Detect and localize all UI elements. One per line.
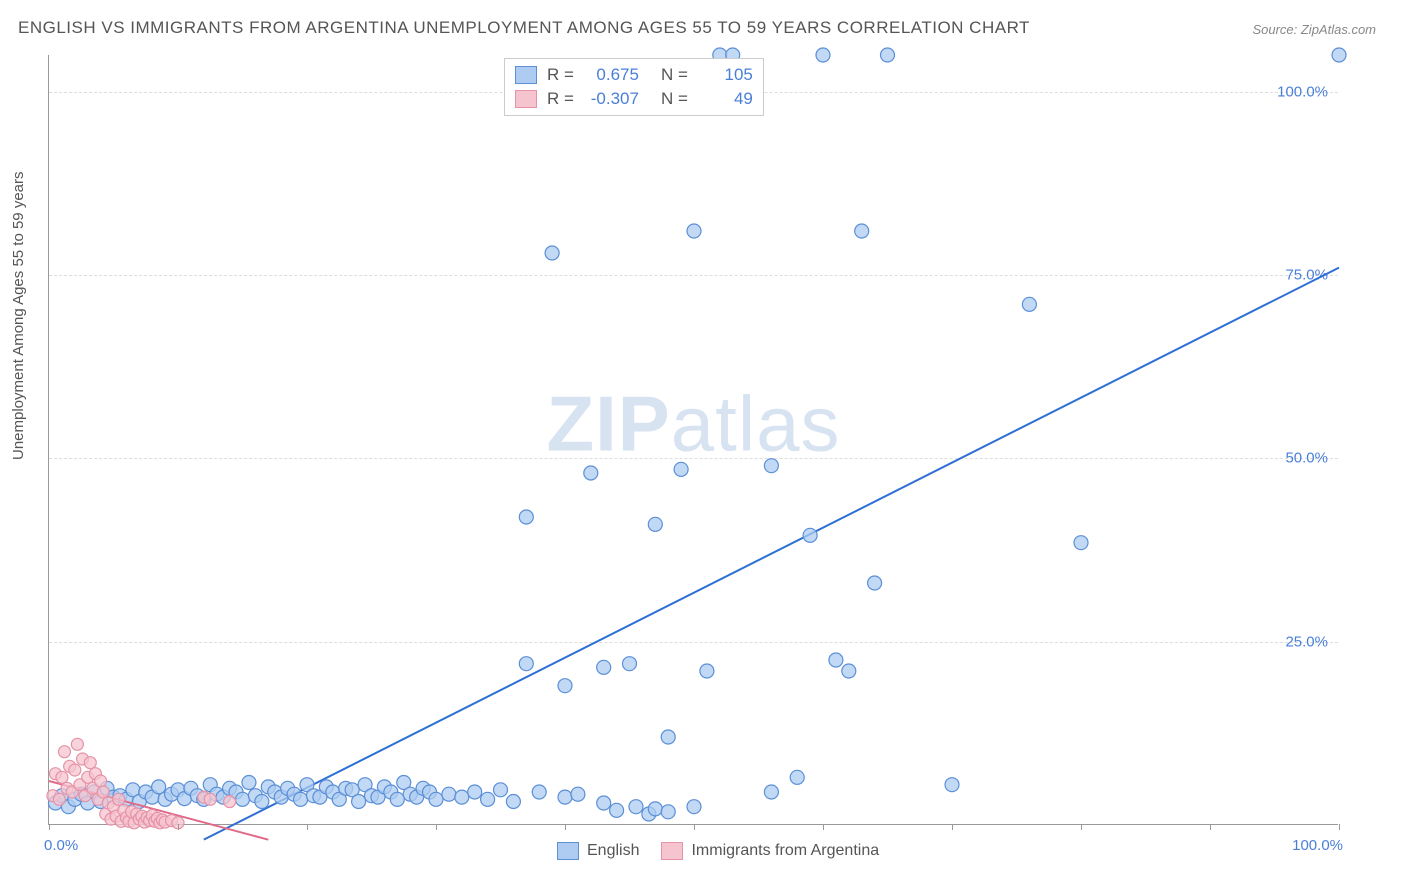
n-label: N =: [661, 65, 688, 85]
r-value: -0.307: [584, 89, 639, 109]
data-point: [152, 780, 166, 794]
x-tick: [694, 824, 695, 830]
x-tick: [436, 824, 437, 830]
data-point: [829, 653, 843, 667]
legend-item: English: [557, 842, 639, 860]
scatter-svg: [49, 55, 1338, 824]
x-tick: [952, 824, 953, 830]
data-point: [674, 462, 688, 476]
data-point: [610, 803, 624, 817]
data-point: [455, 790, 469, 804]
source-attribution: Source: ZipAtlas.com: [1252, 22, 1376, 37]
data-point: [1074, 536, 1088, 550]
data-point: [519, 657, 533, 671]
data-point: [687, 800, 701, 814]
n-value: 105: [698, 65, 753, 85]
data-point: [53, 793, 65, 805]
data-point: [597, 660, 611, 674]
data-point: [855, 224, 869, 238]
data-point: [558, 679, 572, 693]
correlation-stats-legend: R = 0.675 N = 105 R = -0.307 N = 49: [504, 58, 764, 116]
data-point: [661, 730, 675, 744]
data-point: [84, 757, 96, 769]
legend-item: Immigrants from Argentina: [661, 842, 879, 860]
x-tick: [178, 824, 179, 830]
stats-row: R = 0.675 N = 105: [515, 63, 753, 87]
data-point: [687, 224, 701, 238]
r-label: R =: [547, 65, 574, 85]
data-point: [519, 510, 533, 524]
data-point: [648, 802, 662, 816]
stats-row: R = -0.307 N = 49: [515, 87, 753, 111]
trend-line: [204, 268, 1339, 840]
data-point: [648, 517, 662, 531]
data-point: [204, 793, 216, 805]
data-point: [494, 783, 508, 797]
data-point: [816, 48, 830, 62]
data-point: [842, 664, 856, 678]
data-point: [224, 796, 236, 808]
data-point: [56, 771, 68, 783]
data-point: [255, 795, 269, 809]
data-point: [545, 246, 559, 260]
data-point: [881, 48, 895, 62]
data-point: [764, 785, 778, 799]
chart-title: ENGLISH VS IMMIGRANTS FROM ARGENTINA UNE…: [18, 18, 1030, 38]
data-point: [700, 664, 714, 678]
data-point: [242, 775, 256, 789]
data-point: [1332, 48, 1346, 62]
data-point: [868, 576, 882, 590]
x-tick: [1339, 824, 1340, 830]
n-value: 49: [698, 89, 753, 109]
chart-plot-area: ZIPatlas 25.0%50.0%75.0%100.0% R =0.675N…: [48, 55, 1338, 825]
data-point: [481, 792, 495, 806]
data-point: [584, 466, 598, 480]
data-point: [623, 657, 637, 671]
data-point: [790, 770, 804, 784]
data-point: [390, 792, 404, 806]
data-point: [803, 528, 817, 542]
legend-swatch: [661, 842, 683, 860]
x-tick: [1210, 824, 1211, 830]
data-point: [597, 796, 611, 810]
data-point: [58, 746, 70, 758]
data-point: [571, 787, 585, 801]
data-point: [661, 805, 675, 819]
data-point: [629, 800, 643, 814]
data-point: [945, 778, 959, 792]
x-tick: [1081, 824, 1082, 830]
r-label: R =: [547, 89, 574, 109]
data-point: [97, 786, 109, 798]
data-point: [558, 790, 572, 804]
data-point: [506, 795, 520, 809]
data-point: [468, 785, 482, 799]
data-point: [294, 792, 308, 806]
data-point: [69, 764, 81, 776]
x-axis-max-label: 100.0%: [1292, 837, 1343, 854]
y-axis-label: Unemployment Among Ages 55 to 59 years: [10, 171, 27, 460]
x-axis-min-label: 0.0%: [44, 837, 78, 854]
legend-swatch: [557, 842, 579, 860]
legend-swatch: [515, 90, 537, 108]
legend-swatch: [515, 66, 537, 84]
data-point: [1022, 297, 1036, 311]
data-point: [236, 792, 250, 806]
data-point: [532, 785, 546, 799]
x-tick: [565, 824, 566, 830]
x-tick: [307, 824, 308, 830]
x-tick: [49, 824, 50, 830]
data-point: [429, 792, 443, 806]
data-point: [113, 793, 125, 805]
data-point: [442, 787, 456, 801]
legend-label: English: [587, 842, 639, 860]
data-point: [764, 459, 778, 473]
n-label: N =: [661, 89, 688, 109]
series-legend: English Immigrants from Argentina: [557, 842, 879, 860]
x-tick: [823, 824, 824, 830]
data-point: [71, 738, 83, 750]
data-point: [352, 795, 366, 809]
data-point: [95, 775, 107, 787]
legend-label: Immigrants from Argentina: [691, 842, 879, 860]
r-value: 0.675: [584, 65, 639, 85]
